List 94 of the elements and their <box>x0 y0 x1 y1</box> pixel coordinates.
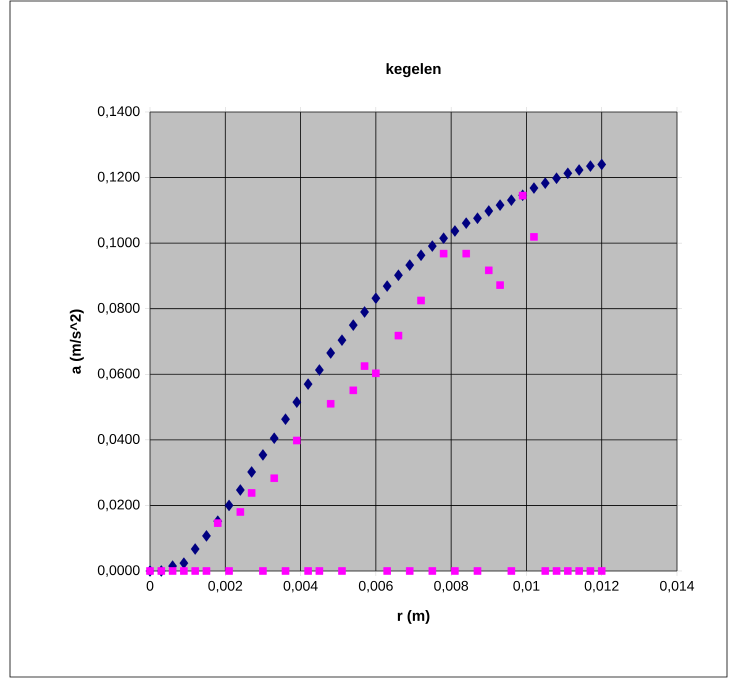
point <box>202 530 211 542</box>
x-axis-title: r (m) <box>398 610 430 624</box>
point <box>462 217 471 229</box>
point <box>518 192 526 200</box>
y-tick-label: 0,0200 <box>98 500 140 512</box>
point <box>225 567 233 575</box>
point <box>338 334 346 346</box>
point <box>406 567 414 575</box>
point <box>349 386 358 394</box>
y-tick-label: 0,0800 <box>98 302 140 314</box>
point <box>474 567 482 575</box>
point <box>552 172 561 184</box>
point <box>451 567 459 575</box>
point <box>259 567 267 575</box>
point <box>428 240 437 252</box>
point <box>270 432 279 444</box>
point <box>563 168 572 180</box>
point <box>304 378 313 390</box>
point <box>530 182 538 194</box>
x-tick-label: 0,006 <box>358 580 393 592</box>
point <box>586 567 594 575</box>
point <box>394 332 402 340</box>
point <box>270 474 278 482</box>
point <box>575 567 583 575</box>
point <box>496 199 504 211</box>
point <box>292 396 302 408</box>
point <box>304 567 312 575</box>
point <box>439 232 448 244</box>
point <box>282 567 290 575</box>
point <box>383 567 391 575</box>
x-tick-label: 0,008 <box>434 580 468 592</box>
point <box>360 362 368 370</box>
point <box>348 319 358 331</box>
point <box>326 347 336 359</box>
point <box>314 364 324 376</box>
point <box>530 233 538 241</box>
y-tick-label: 0,1000 <box>98 237 140 249</box>
point <box>552 567 560 575</box>
point <box>598 567 606 575</box>
point <box>316 567 324 575</box>
point <box>416 249 426 262</box>
point <box>360 306 369 318</box>
point <box>214 519 222 527</box>
point <box>450 225 460 237</box>
point <box>258 449 268 461</box>
point <box>168 567 176 575</box>
y-tick-label: 0,1200 <box>98 172 140 184</box>
point <box>326 400 334 408</box>
point <box>236 508 244 516</box>
y-axis-title: a (m/s^2) <box>70 310 84 374</box>
point <box>179 557 188 569</box>
point <box>372 369 380 378</box>
point <box>541 567 550 575</box>
point <box>190 543 200 555</box>
point <box>281 413 290 425</box>
point <box>371 292 380 304</box>
point <box>394 269 403 282</box>
x-tick-label: 0,002 <box>208 580 242 592</box>
point <box>382 280 392 292</box>
point <box>597 158 606 170</box>
point <box>440 250 448 258</box>
point <box>473 212 482 224</box>
point <box>180 567 188 575</box>
point <box>564 567 572 575</box>
point <box>247 466 256 478</box>
x-tick-label: 0 <box>146 580 154 591</box>
point <box>248 489 256 497</box>
point <box>417 296 425 304</box>
x-tick-label: 0,004 <box>284 580 318 592</box>
point <box>236 484 245 496</box>
x-tick-label: 0,012 <box>584 580 619 592</box>
point <box>484 266 493 274</box>
point <box>508 567 516 575</box>
point <box>191 567 199 575</box>
point <box>574 164 584 176</box>
x-tick-label: 0,014 <box>660 580 694 592</box>
x-tick-label: 0,01 <box>513 580 540 592</box>
point <box>506 194 516 206</box>
chart-title: kegelen <box>386 63 440 78</box>
point <box>293 436 301 444</box>
point <box>338 567 346 575</box>
point <box>462 250 470 258</box>
y-tick-label: 0,1400 <box>98 106 140 118</box>
point <box>586 160 595 172</box>
point <box>540 177 550 189</box>
y-tick-label: 0,0000 <box>98 565 140 577</box>
point <box>202 567 210 575</box>
point <box>428 567 436 575</box>
y-tick-label: 0,0400 <box>98 434 140 446</box>
point <box>496 281 504 289</box>
y-tick-label: 0,0600 <box>98 368 140 380</box>
point <box>224 500 234 512</box>
point <box>484 205 494 217</box>
point <box>405 259 414 271</box>
